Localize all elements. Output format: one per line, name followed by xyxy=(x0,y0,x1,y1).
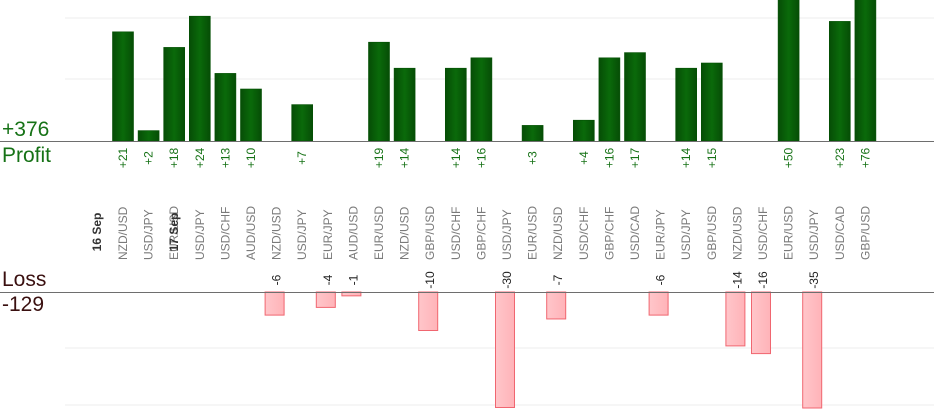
category-label: EUR/USD xyxy=(372,206,386,260)
loss-bar xyxy=(315,291,336,308)
profit-bar xyxy=(393,67,416,142)
category-label: GBP/USD xyxy=(705,206,719,260)
profit-bar xyxy=(189,15,211,142)
category-label: USD/CHF xyxy=(449,207,463,260)
profit-value-label: +16 xyxy=(602,147,616,168)
profit-bar xyxy=(572,119,595,142)
category-label: USD/CHF xyxy=(218,207,232,260)
profit-bar xyxy=(368,41,390,142)
category-label: NZD/USD xyxy=(270,206,284,260)
profit-bar xyxy=(521,125,544,142)
profit-value-label: +4 xyxy=(577,151,591,165)
loss-bar xyxy=(725,291,746,347)
profit-bar xyxy=(854,0,877,142)
profit-value-label: +16 xyxy=(474,147,488,168)
profit-bar xyxy=(598,57,621,142)
profit-bar xyxy=(675,67,698,142)
category-label: EUR/USD xyxy=(526,206,540,260)
profit-value-label: +2 xyxy=(142,151,156,165)
category-label: AUD/USD xyxy=(346,206,360,260)
profit-value-label: +13 xyxy=(218,147,232,168)
category-label: GBP/CHF xyxy=(602,207,616,260)
category-label: NZD/USD xyxy=(398,206,412,260)
category-label: USD/CHF xyxy=(756,207,770,260)
category-label: USD/CAD xyxy=(833,206,847,260)
loss-value-label: -1 xyxy=(346,274,360,285)
loss-label: Loss xyxy=(2,268,47,291)
category-label: NZD/USD xyxy=(551,206,565,260)
loss-bar xyxy=(546,291,567,320)
profit-value-label: +15 xyxy=(705,147,719,168)
loss-bar xyxy=(648,291,669,316)
category-label: EUR/JPY xyxy=(321,209,335,260)
profit-value-label: +14 xyxy=(398,147,412,168)
profit-bar xyxy=(777,0,800,142)
category-label: USD/JPY xyxy=(807,209,821,260)
category-label: USD/JPY xyxy=(679,209,693,260)
date-label: 16 Sep xyxy=(90,213,104,252)
category-label: NZD/USD xyxy=(116,206,130,260)
profit-value-label: +24 xyxy=(193,147,207,168)
loss-value-label: -6 xyxy=(654,274,668,285)
loss-total: -129 xyxy=(2,293,45,316)
category-label: NZD/USD xyxy=(730,206,744,260)
category-label: GBP/USD xyxy=(858,206,872,260)
profit-value-label: +50 xyxy=(782,147,796,168)
profit-value-label: +18 xyxy=(167,147,181,168)
profit-label: Profit xyxy=(2,144,52,167)
profit-bar xyxy=(700,62,723,142)
loss-bar xyxy=(418,291,439,331)
loss-value-label: -14 xyxy=(730,271,744,289)
loss-bar xyxy=(495,291,515,408)
category-label: GBP/USD xyxy=(423,206,437,260)
category-label: EUR/USD xyxy=(167,206,181,260)
category-label: USD/CAD xyxy=(628,206,642,260)
profit-bar xyxy=(240,88,262,142)
loss-bar xyxy=(802,291,823,409)
profit-bar xyxy=(291,104,314,142)
profit-bar xyxy=(137,130,160,142)
profit-bar xyxy=(470,57,493,142)
category-label: USD/JPY xyxy=(142,209,156,260)
profit-value-label: +23 xyxy=(833,147,847,168)
profit-value-label: +7 xyxy=(295,151,309,165)
profit-value-label: +3 xyxy=(526,151,540,165)
category-label: EUR/USD xyxy=(782,206,796,260)
profit-bar xyxy=(214,73,237,142)
profit-total: +376 xyxy=(2,118,50,141)
category-label: USD/CHF xyxy=(577,207,591,260)
date-label: 17 Sep xyxy=(167,213,181,252)
profit-value-label: +76 xyxy=(858,147,872,168)
loss-value-label: -16 xyxy=(756,271,770,289)
loss-value-label: -7 xyxy=(551,274,565,285)
profit-value-label: +19 xyxy=(372,147,386,168)
profit-bar xyxy=(163,47,185,142)
loss-value-label: -10 xyxy=(423,271,437,289)
profit-bar xyxy=(444,67,467,142)
profit-value-label: +14 xyxy=(679,147,693,168)
profit-value-label: +21 xyxy=(116,147,130,168)
loss-value-label: -6 xyxy=(270,274,284,285)
category-label: USD/JPY xyxy=(500,209,514,260)
category-label: EUR/JPY xyxy=(654,209,668,260)
profit-bar xyxy=(112,31,134,142)
profit-value-label: +10 xyxy=(244,147,258,168)
category-label: GBP/CHF xyxy=(474,207,488,260)
loss-value-label: -35 xyxy=(807,271,821,289)
profit-bar xyxy=(828,21,851,142)
category-label: USD/JPY xyxy=(295,209,309,260)
loss-bar xyxy=(264,291,285,316)
profit-value-label: +17 xyxy=(628,147,642,168)
category-label: AUD/USD xyxy=(244,206,258,260)
category-label: USD/JPY xyxy=(193,209,207,260)
profit-value-label: +14 xyxy=(449,147,463,168)
profit-bar xyxy=(624,52,646,142)
loss-value-label: -4 xyxy=(321,274,335,285)
loss-value-label: -30 xyxy=(500,271,514,289)
loss-bar xyxy=(751,291,771,355)
